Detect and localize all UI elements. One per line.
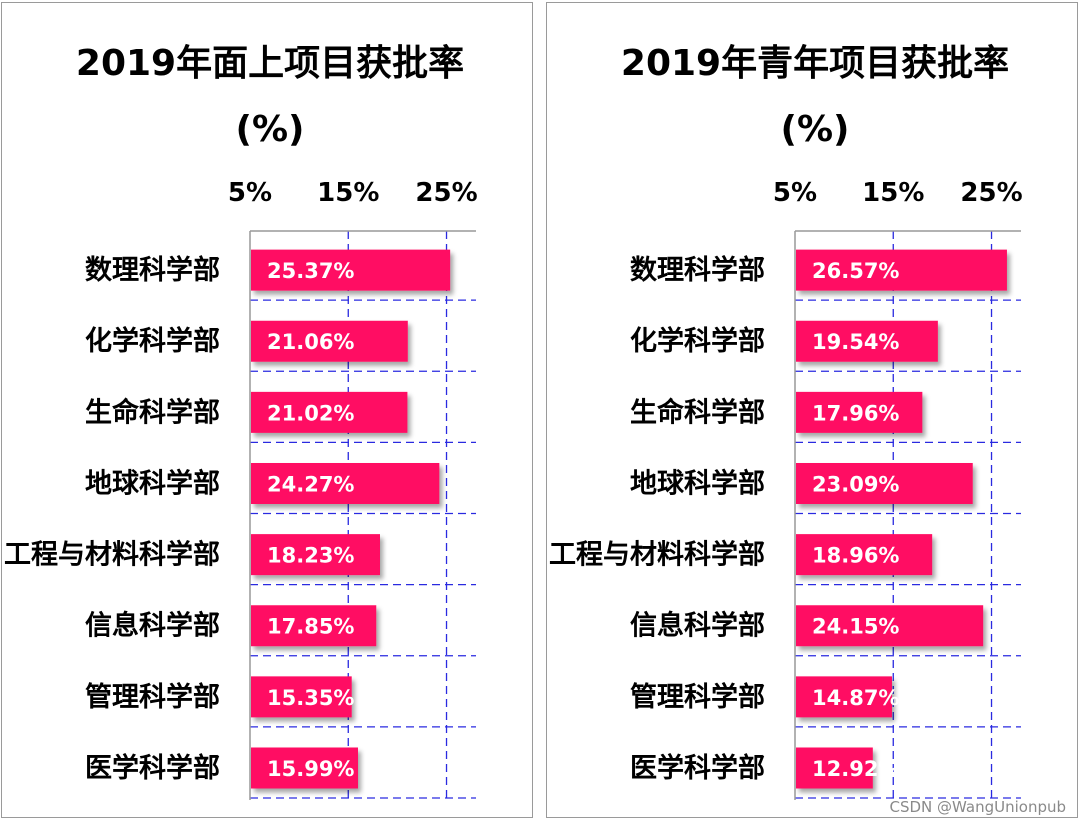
bar xyxy=(251,462,440,504)
bar xyxy=(796,462,973,504)
category-label: 化学科学部 xyxy=(85,325,220,357)
bar-value-label: 24.15% xyxy=(812,615,899,639)
category-label: 信息科学部 xyxy=(85,610,220,642)
bar-value-label: 17.85% xyxy=(267,615,354,639)
category-label: 医学科学部 xyxy=(85,752,220,784)
bar-value-label: 18.23% xyxy=(267,544,354,568)
category-label: 信息科学部 xyxy=(630,610,765,642)
category-label: 化学科学部 xyxy=(630,325,765,357)
bar-value-label: 25.37% xyxy=(267,259,354,283)
bar xyxy=(796,391,923,433)
bar xyxy=(251,747,358,789)
bar-value-label: 15.35% xyxy=(267,686,354,710)
category-label: 地球科学部 xyxy=(630,467,765,499)
category-label: 工程与材料科学部 xyxy=(549,539,765,571)
category-label: 管理科学部 xyxy=(85,681,220,713)
bar xyxy=(796,320,938,362)
bar xyxy=(251,605,377,647)
watermark-text: CSDN @WangUnionpub xyxy=(889,798,1066,816)
bar-value-label: 21.02% xyxy=(267,401,354,425)
x-tick-label: 25% xyxy=(415,178,477,208)
bar-value-label: 19.54% xyxy=(812,330,899,354)
bar-value-label: 26.57% xyxy=(812,259,899,283)
bar xyxy=(251,249,451,291)
x-tick-label: 15% xyxy=(317,178,379,208)
bar xyxy=(796,676,892,718)
bar-chart-youth: 2019年青年项目获批率 (%) 5% 15% 25% 26.57% 数理科学部 19.54%… xyxy=(549,43,1023,800)
bar-value-label: 15.99% xyxy=(267,757,354,781)
chart-panel-youth: 2019年青年项目获批率 (%) 5% 15% 25% 26.57% 数理科学部 19.54%… xyxy=(546,2,1078,818)
chart-unit-label: (%) xyxy=(236,109,305,150)
category-label: 生命科学部 xyxy=(630,396,765,428)
bar xyxy=(251,391,408,433)
bar-chart-general: 2019年面上项目获批率 (%) 5% 15% 25% 25.37% 数理科学部 21.06%… xyxy=(4,43,478,800)
bar xyxy=(251,320,408,362)
bar-value-label: 18.96% xyxy=(812,544,899,568)
bar xyxy=(251,676,352,718)
bar xyxy=(796,249,1007,291)
bar-value-label: 12.92% xyxy=(812,757,899,781)
category-label: 工程与材料科学部 xyxy=(4,539,220,571)
bar xyxy=(796,534,933,576)
category-label: 生命科学部 xyxy=(85,396,220,428)
bar xyxy=(251,534,380,576)
bar-value-label: 24.27% xyxy=(267,472,354,496)
category-label: 数理科学部 xyxy=(630,254,765,286)
bar xyxy=(796,747,873,789)
bar xyxy=(796,605,984,647)
bar-value-label: 14.87% xyxy=(812,686,899,710)
x-tick-label: 5% xyxy=(228,178,272,208)
x-tick-label: 15% xyxy=(862,178,924,208)
bar-value-label: 23.09% xyxy=(812,472,899,496)
x-tick-label: 5% xyxy=(773,178,817,208)
bar-value-label: 17.96% xyxy=(812,401,899,425)
category-label: 医学科学部 xyxy=(630,752,765,784)
chart-title: 2019年青年项目获批率 xyxy=(621,43,1009,84)
chart-unit-label: (%) xyxy=(781,109,850,150)
bar-value-label: 21.06% xyxy=(267,330,354,354)
chart-title: 2019年面上项目获批率 xyxy=(76,43,464,84)
category-label: 地球科学部 xyxy=(85,467,220,499)
x-tick-label: 25% xyxy=(960,178,1022,208)
category-label: 数理科学部 xyxy=(85,254,220,286)
chart-panel-general: 2019年面上项目获批率 (%) 5% 15% 25% 25.37% 数理科学部 21.06%… xyxy=(1,2,533,818)
category-label: 管理科学部 xyxy=(630,681,765,713)
